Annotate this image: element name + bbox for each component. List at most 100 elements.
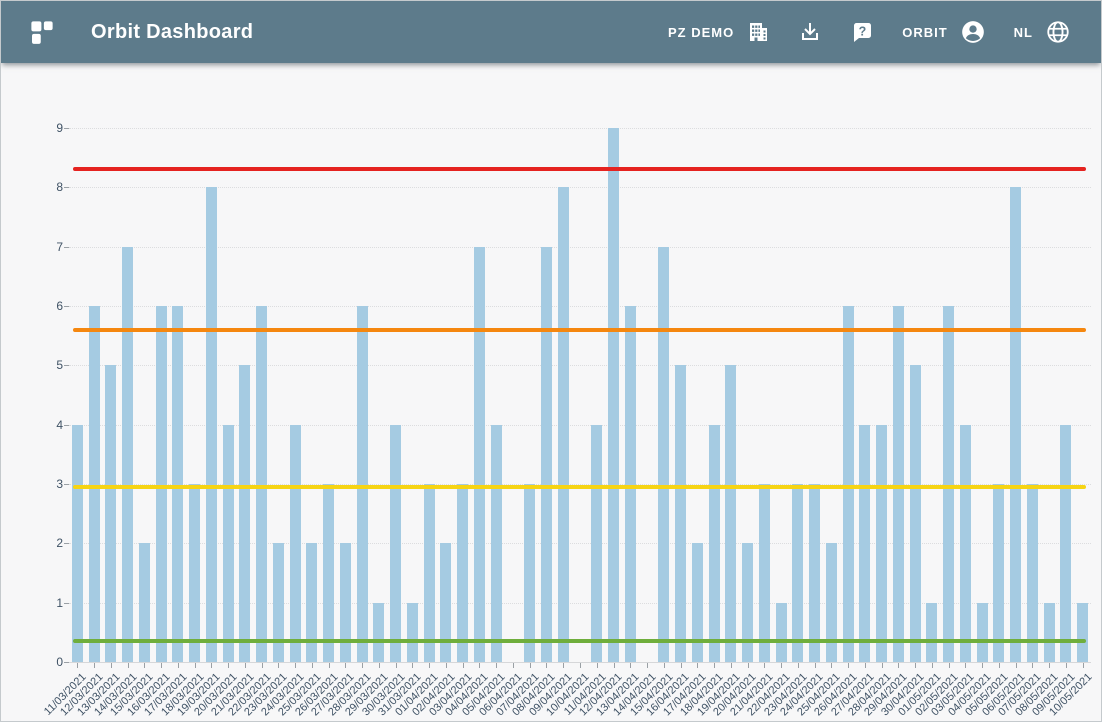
x-axis-tick-18: [378, 663, 380, 668]
chart-bar-01-05-2021[interactable]: [926, 602, 938, 662]
x-axis-tick-49: [898, 663, 900, 668]
chart-bar-18-03-2021[interactable]: [189, 483, 201, 662]
chart-bar-21-03-2021[interactable]: [239, 365, 251, 662]
y-axis-label-8: 8: [56, 180, 63, 195]
x-axis-tick-7: [194, 663, 196, 668]
chart-bar-18-04-2021[interactable]: [708, 424, 720, 662]
chart-bar-10-05-2021[interactable]: [1077, 602, 1089, 662]
y-axis-tick-1: [64, 602, 69, 604]
y-axis-label-0: 0: [56, 655, 63, 669]
chart-bar-28-04-2021[interactable]: [876, 424, 888, 662]
chart-bar-31-03-2021[interactable]: [406, 602, 418, 662]
chart-bar-24-03-2021[interactable]: [289, 424, 301, 662]
chart-bar-22-04-2021[interactable]: [775, 602, 787, 662]
gridline-7: [69, 246, 1091, 248]
x-axis-tick-46: [848, 663, 850, 668]
chart-bar-30-04-2021[interactable]: [909, 365, 921, 662]
chart-bar-21-04-2021[interactable]: [758, 483, 770, 662]
tenant-selector[interactable]: PZ DEMO: [668, 20, 770, 44]
chart-bar-09-04-2021[interactable]: [557, 187, 569, 662]
x-axis-tick-26: [512, 663, 514, 668]
x-axis-tick-58: [1049, 663, 1051, 668]
language-label: NL: [1013, 24, 1033, 40]
gridline-1: [69, 602, 1091, 604]
help-icon: ?: [850, 20, 874, 44]
chart-bar-25-04-2021[interactable]: [825, 543, 837, 662]
x-axis-tick-3: [127, 663, 129, 668]
chart-bar-03-05-2021[interactable]: [959, 424, 971, 662]
chart-bar-03-04-2021[interactable]: [457, 483, 469, 662]
chart-bar-15-04-2021[interactable]: [658, 246, 670, 662]
x-axis-tick-10: [244, 663, 246, 668]
chart-bar-23-03-2021[interactable]: [272, 543, 284, 662]
green-threshold-line: [73, 639, 1086, 644]
chart-bar-12-03-2021[interactable]: [88, 305, 100, 662]
chart-bar-22-03-2021[interactable]: [256, 305, 268, 662]
x-axis-tick-45: [831, 663, 833, 668]
y-axis-tick-2: [64, 543, 69, 545]
chart-bar-08-05-2021[interactable]: [1043, 602, 1055, 662]
x-axis-tick-35: [663, 663, 665, 668]
chart-bar-17-03-2021[interactable]: [172, 305, 184, 662]
y-axis-label-3: 3: [56, 476, 63, 491]
x-axis-tick-17: [362, 663, 364, 668]
chart-bar-20-04-2021[interactable]: [742, 543, 754, 662]
x-axis-tick-51: [931, 663, 933, 668]
chart-bar-26-03-2021[interactable]: [323, 483, 335, 662]
chart-bar-19-03-2021[interactable]: [205, 187, 217, 662]
x-axis-tick-28: [546, 663, 548, 668]
chart-bar-04-04-2021[interactable]: [473, 246, 485, 662]
chart-bar-30-03-2021[interactable]: [390, 424, 402, 662]
help-button[interactable]: ?: [850, 20, 874, 44]
chart-bar-11-04-2021[interactable]: [591, 424, 603, 662]
x-axis-tick-15: [328, 663, 330, 668]
chart-bar-29-03-2021[interactable]: [373, 602, 385, 662]
chart-bar-07-04-2021[interactable]: [524, 483, 536, 662]
chart-bar-09-05-2021[interactable]: [1060, 424, 1072, 662]
y-axis-label-2: 2: [56, 536, 63, 551]
chart-bar-13-03-2021[interactable]: [105, 365, 117, 662]
y-axis-tick-6: [64, 305, 69, 307]
chart-bar-23-04-2021[interactable]: [792, 483, 804, 662]
language-selector[interactable]: NL: [1014, 19, 1071, 45]
x-axis-tick-27: [529, 663, 531, 668]
chart-bar-26-04-2021[interactable]: [842, 305, 854, 662]
chart-bar-20-03-2021[interactable]: [222, 424, 234, 662]
x-axis-tick-29: [563, 663, 565, 668]
chart-bar-19-04-2021[interactable]: [725, 365, 737, 662]
dashboard-logo-icon[interactable]: [27, 17, 57, 47]
chart-bar-16-03-2021[interactable]: [155, 305, 167, 662]
x-axis-tick-13: [295, 663, 297, 668]
y-axis-label-4: 4: [56, 417, 63, 432]
chart-bar-16-04-2021[interactable]: [675, 365, 687, 662]
chart-bar-08-04-2021[interactable]: [540, 246, 552, 662]
chart-bar-27-04-2021[interactable]: [859, 424, 871, 662]
y-axis-tick-5: [64, 365, 69, 367]
chart-bar-15-03-2021[interactable]: [138, 543, 150, 662]
y-axis-tick-4: [64, 424, 69, 426]
chart-bar-29-04-2021[interactable]: [892, 305, 904, 662]
chart-bar-12-04-2021[interactable]: [608, 127, 619, 662]
chart-bar-14-03-2021[interactable]: [122, 246, 134, 662]
chart-bar-27-03-2021[interactable]: [339, 543, 351, 662]
chart-bar-07-05-2021[interactable]: [1026, 483, 1038, 662]
chart-bar-05-05-2021[interactable]: [993, 483, 1005, 662]
chart-bar-11-03-2021[interactable]: [71, 424, 83, 662]
chart-bar-02-04-2021[interactable]: [440, 543, 452, 662]
download-button[interactable]: [798, 20, 822, 44]
x-axis-tick-8: [211, 663, 213, 668]
chart-bar-17-04-2021[interactable]: [691, 543, 703, 662]
chart-bar-01-04-2021[interactable]: [423, 483, 435, 662]
gridline-2: [69, 543, 1091, 545]
chart-bar-25-03-2021[interactable]: [306, 543, 318, 662]
chart-bar-13-04-2021[interactable]: [624, 305, 636, 662]
chart-bar-02-05-2021[interactable]: [943, 305, 955, 662]
gridline-8: [69, 187, 1091, 189]
chart-bar-24-04-2021[interactable]: [809, 483, 821, 662]
chart-bar-06-05-2021[interactable]: [1010, 187, 1022, 662]
chart-bar-05-04-2021[interactable]: [490, 424, 502, 662]
chart-bar-28-03-2021[interactable]: [356, 305, 368, 662]
gridline-3: [69, 483, 1091, 485]
chart-bar-04-05-2021[interactable]: [976, 602, 988, 662]
user-menu[interactable]: ORBIT: [902, 19, 985, 45]
